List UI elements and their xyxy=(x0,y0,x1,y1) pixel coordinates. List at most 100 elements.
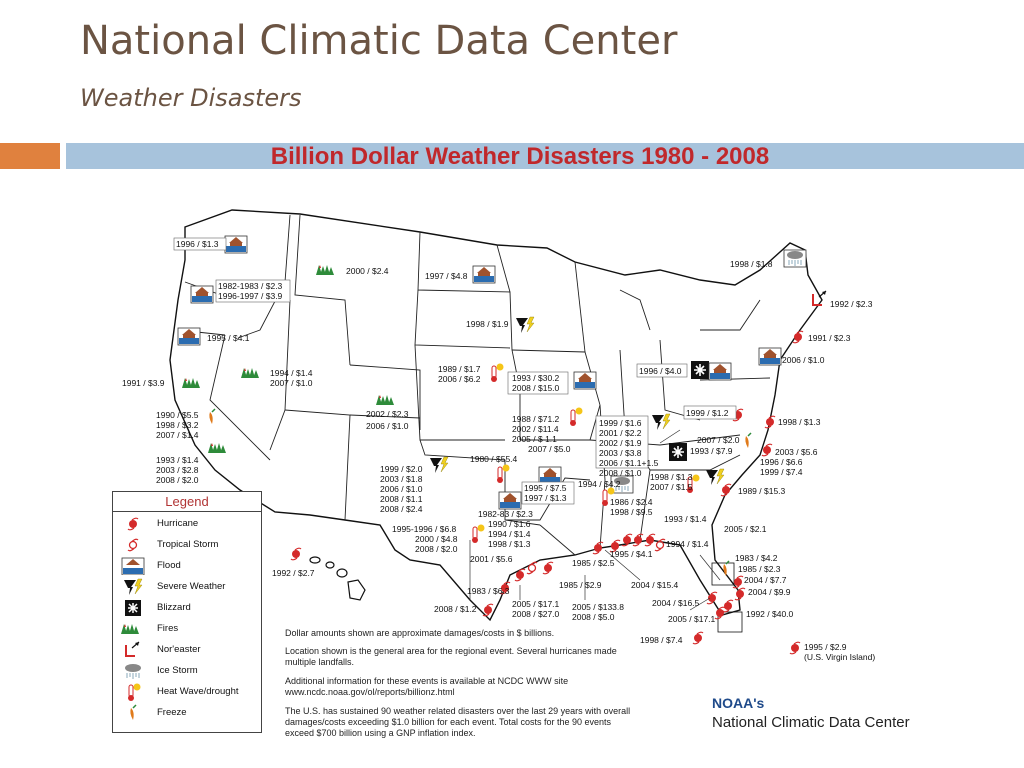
flood-icon xyxy=(538,466,562,485)
map-label: 2002 / $11.4 xyxy=(512,424,559,434)
legend-item-fires: Fires xyxy=(113,619,259,639)
map-label: 2003 / $1.8 xyxy=(380,474,423,484)
legend-label: Flood xyxy=(157,560,181,571)
map-label: 1995 / $2.9 xyxy=(804,642,847,652)
map-label: 1993 / $1.4 xyxy=(664,514,707,524)
map-label: 2006 / $6.2 xyxy=(438,374,481,384)
map-label: 1999 / $7.4 xyxy=(760,467,803,477)
map-label: 1989 / $1.7 xyxy=(438,364,481,374)
legend-title: Legend xyxy=(113,494,261,512)
legend-label: Ice Storm xyxy=(157,665,198,676)
map-label: 2008 / $2.0 xyxy=(156,475,199,485)
map-label: 1991 / $3.9 xyxy=(122,378,165,388)
blizzard-icon xyxy=(125,600,141,616)
note-additional-info: Additional information for these events … xyxy=(285,676,569,697)
map-label: 1998 / $1.3 xyxy=(778,417,821,427)
map-label: 2008 / $5.0 xyxy=(572,612,615,622)
connector-lines xyxy=(469,412,721,611)
map-label: 2005 / $17.1 xyxy=(512,599,560,609)
map-labels: 1996 / $1.3 2000 / $2.4 1997 / $4.8 1982… xyxy=(122,237,875,662)
hurricane-icon xyxy=(764,415,776,429)
accent-bar-blue xyxy=(66,143,1024,169)
hurricane-icon xyxy=(592,541,604,555)
map-label: 1996 / $1.3 xyxy=(176,239,219,249)
map-label: 1993 / $30.2 xyxy=(512,373,560,383)
freeze-icon xyxy=(208,408,216,425)
hurricane-icon xyxy=(692,631,704,645)
hurricane-icon xyxy=(714,606,726,620)
hurricane-icon xyxy=(644,533,656,547)
map-label: 1994 / $1.4 xyxy=(270,368,313,378)
map-label: 1998 / $1.8 xyxy=(730,259,773,269)
map-label: 2007 / $2.0 xyxy=(697,435,740,445)
map-label: 1982-1983 / $2.3 xyxy=(218,281,283,291)
map-label: 1995 / $4.1 xyxy=(610,549,653,559)
map-label: 2004 / $15.4 xyxy=(631,580,679,590)
hurricane-icon xyxy=(127,517,139,531)
map-label: 2007 / $1.5 xyxy=(650,482,693,492)
legend-label: Freeze xyxy=(157,707,187,718)
legend-item-flood: Flood xyxy=(113,556,259,576)
map-label: 2003 / $2.8 xyxy=(156,465,199,475)
legend-label: Blizzard xyxy=(157,602,191,613)
severe-weather-icon xyxy=(124,578,143,595)
legend-item-severe-weather: Severe Weather xyxy=(113,577,259,597)
severe-weather-icon xyxy=(651,413,671,431)
fires-icon xyxy=(182,378,200,388)
virgin-islands-marker xyxy=(711,562,743,633)
map-label: 1997 / $4.8 xyxy=(425,271,468,281)
map-label: 2007 / $5.0 xyxy=(528,444,571,454)
fires-icon xyxy=(316,265,334,275)
map-label: 1992 / $2.7 xyxy=(272,568,315,578)
legend-item-ice-storm: Ice Storm xyxy=(113,661,259,681)
us-outline xyxy=(169,209,823,622)
map-label: 1990 / $1.6 xyxy=(488,519,531,529)
heat-wave-icon xyxy=(471,524,485,544)
hurricane-icon xyxy=(789,641,801,655)
map-label: 2002 / $2.3 xyxy=(366,409,409,419)
legend-label: Tropical Storm xyxy=(157,539,219,550)
hawaii-islands xyxy=(309,556,366,601)
flood-icon xyxy=(708,362,732,381)
map-label: 1996 / $6.6 xyxy=(760,457,803,467)
severe-weather-icon xyxy=(515,316,535,334)
legend-item-heat-wave: Heat Wave/drought xyxy=(113,682,259,702)
legend-item-blizzard: Blizzard xyxy=(113,598,259,618)
map-label: 2000 / $2.4 xyxy=(346,266,389,276)
map-label: 2006 / $1.0 xyxy=(782,355,825,365)
heat-wave-icon xyxy=(128,683,141,701)
map-label: 2007 / $1.4 xyxy=(156,430,199,440)
map-label: 1995 / $4.1 xyxy=(207,333,250,343)
map-label: 2003 / $5.6 xyxy=(775,447,818,457)
map-label: 1985 / $2.9 xyxy=(559,580,602,590)
legend-label: Heat Wave/drought xyxy=(157,686,239,697)
map-label: 1993 / $7.9 xyxy=(690,446,733,456)
map-label: 2005 / $133.8 xyxy=(572,602,624,612)
map-label: 1998 / $9.5 xyxy=(610,507,653,517)
flood-icon xyxy=(573,371,597,390)
map-label: 2008 / $2.0 xyxy=(415,544,458,554)
map-label: 1986 / $2.4 xyxy=(610,497,653,507)
map-label: 2008 / $2.4 xyxy=(380,504,423,514)
hurricane-icon xyxy=(290,547,302,561)
blizzard-icon xyxy=(668,442,688,462)
map-label: 2006 / $1.1+1.5 xyxy=(599,458,659,468)
legend: Legend Hurricane Tropical Storm Flood Se… xyxy=(112,491,262,733)
map-label: 1994 / $4.2 xyxy=(578,479,621,489)
map-label: 2008 / $15.0 xyxy=(512,383,560,393)
map-label: 1998 / $3.2 xyxy=(156,420,199,430)
hurricane-icon xyxy=(792,330,804,344)
legend-label: Fires xyxy=(157,623,179,634)
accent-bar-orange xyxy=(0,143,60,169)
hurricane-icon xyxy=(542,561,554,575)
freeze-icon xyxy=(130,704,137,720)
severe-weather-icon xyxy=(705,468,725,486)
legend-item-freeze: Freeze xyxy=(113,703,259,723)
flood-icon xyxy=(498,491,522,510)
hurricane-icon xyxy=(720,483,732,497)
map-label: 2000 / $4.8 xyxy=(415,534,458,544)
heat-wave-icon xyxy=(490,363,504,383)
map-label: 2005 / $ 1.1 xyxy=(512,434,557,444)
map-label: 1985 / $2.3 xyxy=(738,564,781,574)
map-label: 1983 / $4.2 xyxy=(735,553,778,563)
